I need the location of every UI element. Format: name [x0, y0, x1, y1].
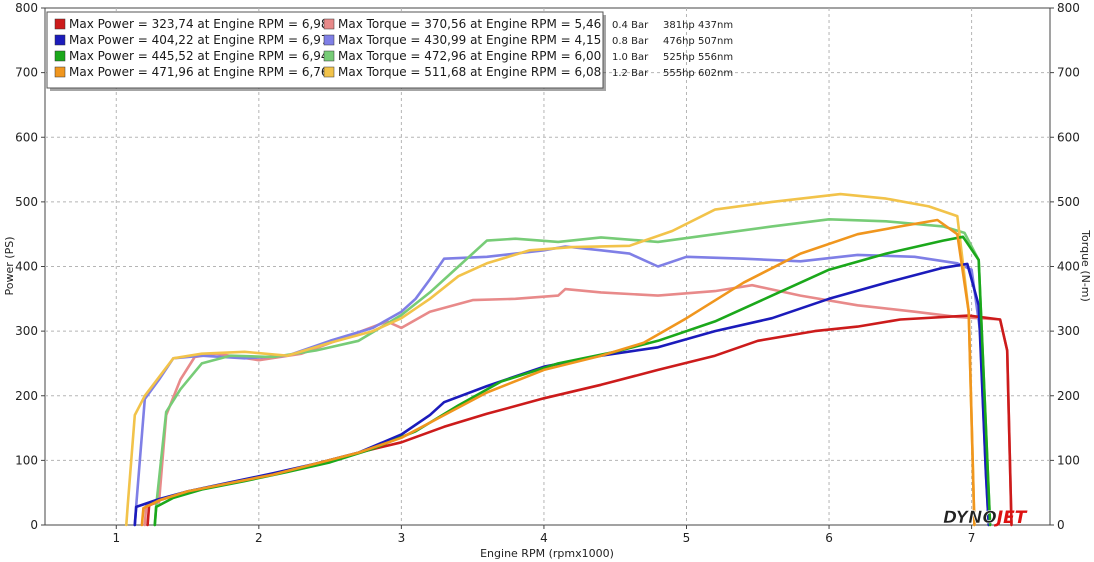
boost-level: 0.8 Bar	[612, 36, 649, 47]
legend-swatch-power	[54, 18, 66, 30]
boost-level: 0.4 Bar	[612, 20, 649, 31]
y-axis-title-right: Torque (N-m)	[1079, 229, 1092, 302]
boost-notes: 0.4 Bar 381hp 437nm 0.8 Bar 476hp 507nm 1.0 …	[612, 20, 733, 79]
y-tick-label-right: 100	[1057, 453, 1080, 467]
legend-entry-torque: Max Torque = 430,99 at Engine RPM = 4,15	[338, 33, 601, 47]
boost-level: 1.0 Bar	[612, 52, 649, 63]
y-tick-label-left: 300	[15, 324, 38, 338]
torque-curve	[153, 218, 992, 527]
legend-entry-power: Max Power = 323,74 at Engine RPM = 6,98	[69, 17, 329, 31]
legend-swatch-power	[54, 66, 66, 78]
legend-swatch-torque	[323, 18, 335, 30]
y-tick-label-right: 700	[1057, 66, 1080, 80]
boost-level: 1.2 Bar	[612, 68, 649, 79]
y-tick-label-left: 100	[15, 453, 38, 467]
legend-swatch-torque	[323, 66, 335, 78]
x-tick-label: 6	[825, 531, 833, 545]
y-tick-label-left: 700	[15, 66, 38, 80]
y-tick-label-left: 600	[15, 130, 38, 144]
boost-result: 476hp 507nm	[663, 36, 733, 47]
series-lines	[125, 192, 1013, 527]
y-tick-label-right: 400	[1057, 260, 1080, 274]
legend-entry-power: Max Power = 445,52 at Engine RPM = 6,94	[69, 49, 329, 63]
legend-swatch-power	[54, 34, 66, 46]
torque-curve	[125, 192, 976, 527]
x-tick-label: 5	[683, 531, 691, 545]
logo-dyno: DYNO	[943, 508, 997, 528]
x-tick-label: 2	[255, 531, 263, 545]
legend-swatch-torque	[323, 50, 335, 62]
legend-entry-power: Max Power = 404,22 at Engine RPM = 6,97	[69, 33, 329, 47]
plot-area	[44, 7, 1051, 526]
dynojet-logo: DYNOJET	[943, 508, 1028, 529]
x-axis-title: Engine RPM (rpmx1000)	[480, 547, 614, 560]
legend-entry-torque: Max Torque = 472,96 at Engine RPM = 6,00	[338, 49, 601, 63]
boost-result: 555hp 602nm	[663, 68, 733, 79]
y-tick-label-right: 0	[1057, 518, 1065, 532]
y-tick-label-right: 500	[1057, 195, 1080, 209]
y-tick-label-right: 800	[1057, 1, 1080, 15]
x-tick-label: 7	[968, 531, 976, 545]
legend-swatch-power	[54, 50, 66, 62]
logo-jet: JET	[994, 508, 1028, 528]
x-tick-label: 3	[398, 531, 406, 545]
grid	[45, 8, 1050, 525]
y-tick-label-left: 0	[30, 518, 38, 532]
y-tick-label-left: 800	[15, 1, 38, 15]
x-tick-label: 1	[112, 531, 120, 545]
y-tick-label-right: 300	[1057, 324, 1080, 338]
svg-text:DYNOJET: DYNOJET	[943, 508, 1028, 528]
x-tick-label: 4	[540, 531, 548, 545]
y-tick-label-left: 200	[15, 389, 38, 403]
y-tick-label-right: 600	[1057, 130, 1080, 144]
torque-curve	[143, 283, 1013, 527]
y-axis-title-left: Power (PS)	[3, 237, 16, 296]
legend-swatch-torque	[323, 34, 335, 46]
legend-entry-torque: Max Torque = 370,56 at Engine RPM = 5,46	[338, 17, 601, 31]
boost-result: 525hp 556nm	[663, 52, 733, 63]
y-tick-label-left: 400	[15, 260, 38, 274]
y-tick-label-left: 500	[15, 195, 38, 209]
power-curve	[140, 218, 976, 527]
axis-ticks: 1 2 3 4 5 6 7 0 100 200 300 400 500 600 700 800 0 100 200 3…	[15, 1, 1080, 545]
legend-entry-torque: Max Torque = 511,68 at Engine RPM = 6,08	[338, 65, 601, 79]
legend-entry-power: Max Power = 471,96 at Engine RPM = 6,76	[69, 65, 329, 79]
y-tick-label-right: 200	[1057, 389, 1080, 403]
boost-result: 381hp 437nm	[663, 20, 733, 31]
legend: Max Power = 323,74 at Engine RPM = 6,98 M…	[46, 11, 606, 91]
